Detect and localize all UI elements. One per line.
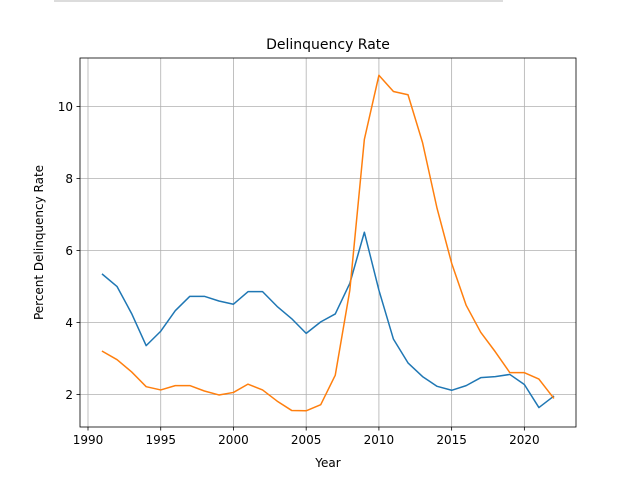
series-layer: [101, 74, 555, 412]
series-line-1: [101, 231, 555, 409]
x-axis-label: Year: [314, 456, 340, 470]
x-tick-label: 1995: [145, 433, 176, 447]
x-tick-label: 2005: [291, 433, 322, 447]
top-divider: [54, 0, 503, 2]
x-tick-label: 1990: [73, 433, 104, 447]
grid: [80, 58, 576, 427]
y-tick-label: 4: [65, 316, 73, 330]
x-tick-label: 2015: [436, 433, 467, 447]
x-tick-label: 2010: [364, 433, 395, 447]
x-axis-ticks: 1990 1995 2000 2005 2010 2015 2020: [73, 427, 540, 447]
chart-title: Delinquency Rate: [266, 37, 390, 53]
y-axis-ticks: 2 4 6 8 10: [58, 100, 80, 402]
y-tick-label: 8: [65, 172, 73, 186]
plot-frame: [79, 57, 577, 428]
x-tick-label: 2020: [509, 433, 540, 447]
series-line-2: [101, 74, 555, 412]
y-axis-label: Percent Delinquency Rate: [32, 165, 46, 320]
y-tick-label: 6: [65, 244, 73, 258]
x-tick-label: 2000: [218, 433, 249, 447]
y-tick-label: 10: [58, 100, 73, 114]
y-tick-label: 2: [65, 388, 73, 402]
